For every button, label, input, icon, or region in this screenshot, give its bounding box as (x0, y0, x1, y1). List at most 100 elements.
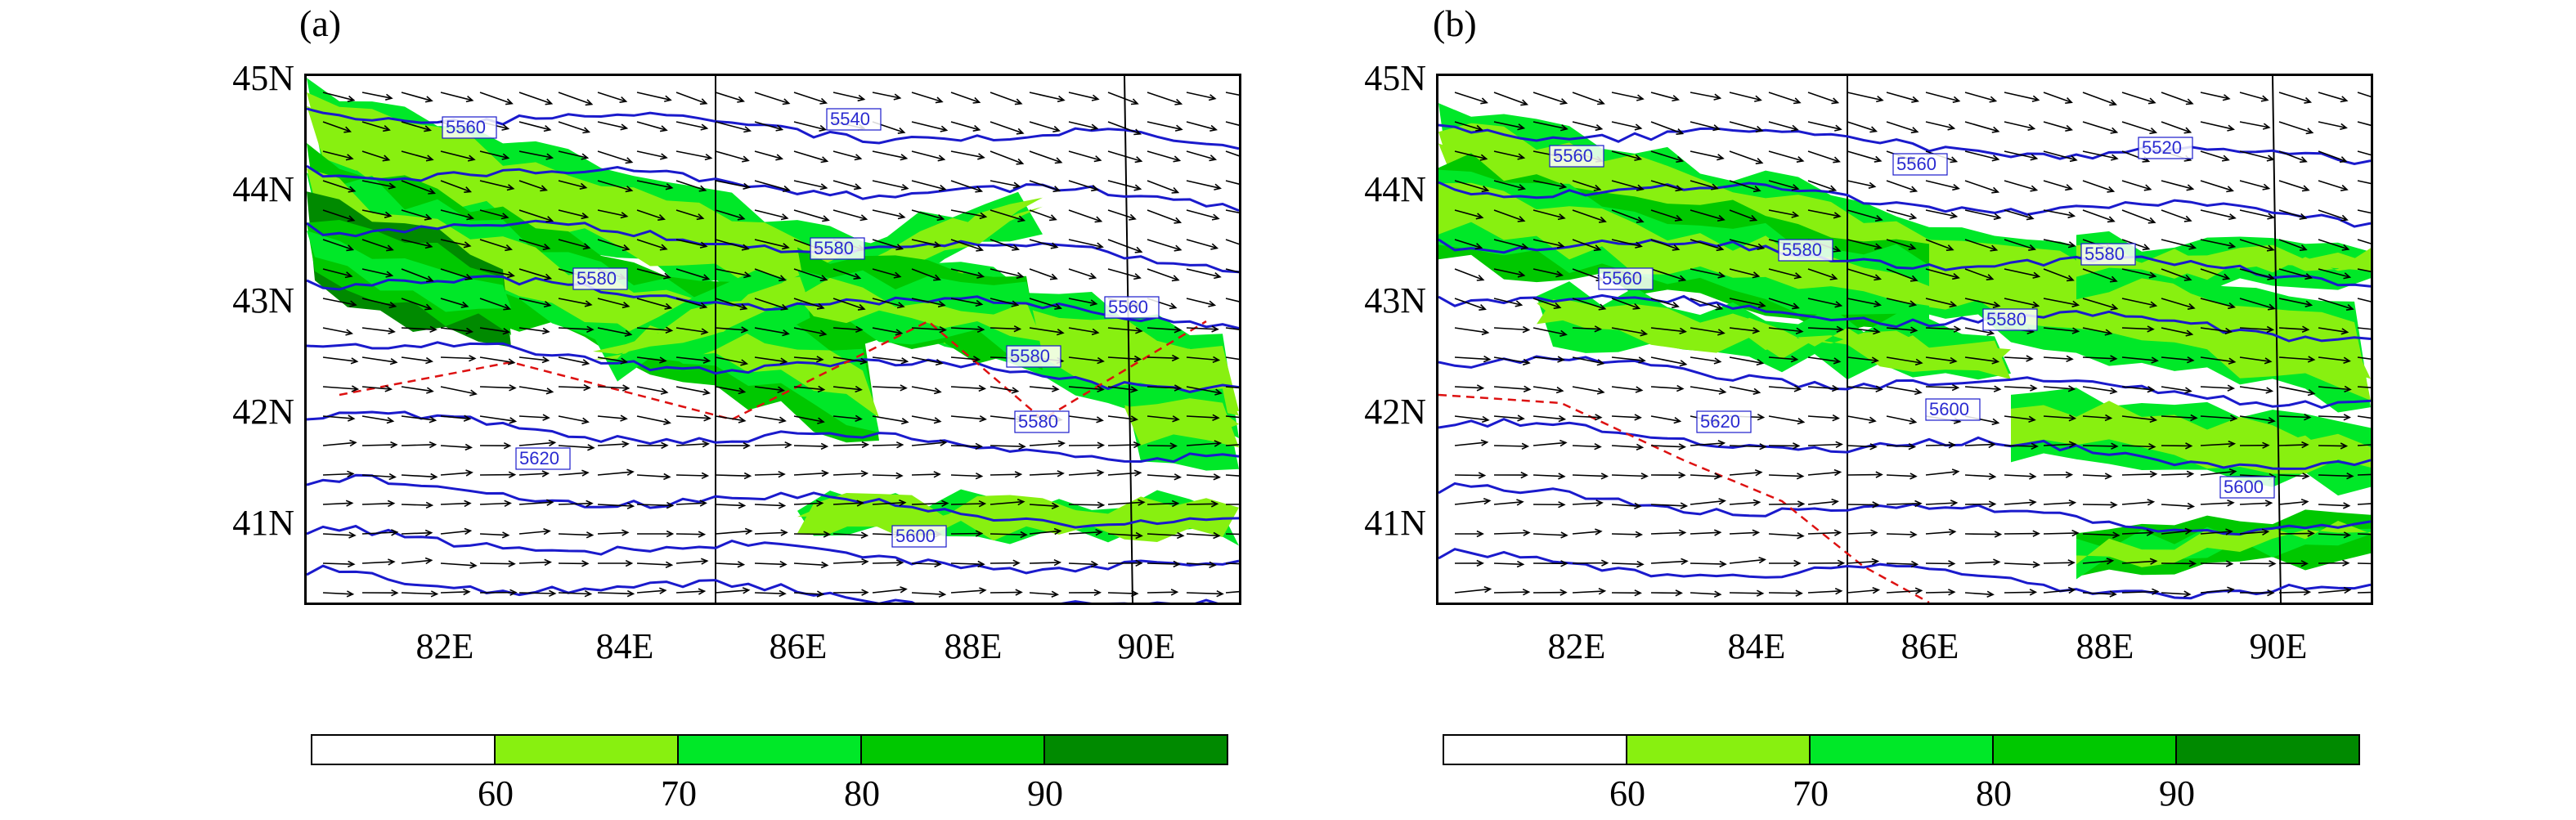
wind-vector-arrow (597, 589, 635, 598)
wind-vector-arrow (518, 386, 554, 395)
contour-label-text: 5580 (577, 268, 617, 289)
map-canvas-a: 5560 5540 5580 5580 5560 5580 5580 5600 5620 (307, 76, 1239, 603)
wind-vector-arrow (832, 385, 863, 393)
wind-vector-arrow (1572, 121, 1604, 132)
wind-vector-arrow (872, 415, 909, 425)
wind-vector-arrow (1454, 472, 1487, 479)
wind-vector-arrow (1186, 121, 1218, 132)
wind-vector-arrow (1611, 414, 1642, 421)
wind-vector-arrow (675, 92, 708, 105)
wind-vector-arrow (2043, 298, 2080, 307)
wind-vector-arrow (2278, 180, 2310, 192)
wind-vector-arrow (793, 327, 828, 337)
wind-vector-arrow (440, 443, 473, 451)
wind-vector-arrow (1533, 531, 1568, 539)
wind-vector-arrow (1493, 414, 1525, 422)
wind-vector-arrow (401, 473, 438, 481)
wind-vector-arrow (1186, 150, 1218, 162)
wind-vector-arrow (950, 209, 988, 220)
wind-vector-arrow (1147, 560, 1181, 568)
contour-label-text: 5620 (1700, 411, 1740, 432)
wind-vector-arrow (872, 268, 902, 279)
wind-vector-arrow (832, 150, 863, 161)
wind-vector-arrow (479, 589, 518, 596)
wind-vector-arrow (1886, 239, 1917, 250)
wind-vector-arrow (2278, 498, 2309, 506)
wind-vector-arrow (1690, 209, 1726, 222)
wind-vector-arrow (715, 326, 749, 334)
wind-vector-arrow (1454, 327, 1490, 336)
wind-vector-arrow (1964, 209, 2002, 221)
wind-vector-arrow (2318, 586, 2352, 594)
wind-vector-arrow (1886, 92, 1919, 103)
wind-vector-arrow (2239, 441, 2270, 449)
wind-vector-arrow (2278, 413, 2312, 421)
wind-vector-arrow (675, 150, 713, 161)
wind-vector-arrow (1493, 239, 1529, 250)
wind-vector-arrow (793, 561, 829, 569)
wind-vector-arrow (1847, 501, 1880, 509)
wind-vector-arrow (1611, 386, 1644, 393)
wind-vector-arrow (793, 92, 828, 105)
wind-vector-arrow (1611, 327, 1649, 337)
colorbar-segment (1045, 736, 1227, 764)
wind-vector-arrow (2004, 121, 2036, 131)
wind-vector-arrow (1186, 386, 1223, 396)
wind-vector-arrow (1029, 209, 1057, 222)
wind-vector-arrow (1768, 500, 1806, 508)
wind-vector-arrow (2082, 414, 2113, 422)
wind-vector-arrow (911, 500, 949, 508)
wind-vector-arrow (872, 472, 904, 480)
wind-vector-arrow (2278, 209, 2308, 220)
wind-vector-arrow (479, 384, 517, 392)
wind-vector-arrow (479, 356, 516, 365)
wind-vector-arrow (911, 209, 945, 222)
wind-vector-arrow (1493, 442, 1530, 450)
lon-label-84e: 84E (595, 626, 654, 666)
wind-vector-arrow (1147, 384, 1183, 392)
wind-vector-arrow (1847, 150, 1883, 163)
wind-vector-arrow (990, 386, 1020, 394)
wind-vector-arrow (322, 414, 356, 422)
wind-vector-arrow (1533, 209, 1566, 221)
wind-vector-arrow (754, 529, 788, 536)
wind-vector-arrow (793, 298, 825, 310)
wind-vector-arrow (2239, 500, 2273, 507)
wind-vector-arrow (1847, 385, 1883, 392)
wind-vector-arrow (2200, 356, 2237, 365)
wind-vector-arrow (2200, 440, 2237, 448)
wind-vector-arrow (1068, 501, 1106, 509)
wind-vector-arrow (1186, 356, 1221, 364)
wind-vector-arrow (1886, 500, 1923, 508)
wind-vector-arrow (2357, 180, 2371, 185)
wind-vector-arrow (1107, 209, 1137, 221)
wind-vector-arrow (832, 500, 864, 507)
lat-label-41n: 41N (232, 503, 294, 543)
wind-vector-arrow (2200, 298, 2236, 310)
wind-vector-arrow (2239, 298, 2276, 311)
wind-vector-arrow (401, 239, 433, 249)
wind-vector-arrow (1147, 209, 1183, 224)
wind-vector-arrow (558, 589, 593, 598)
wind-vector-arrow (1147, 150, 1182, 163)
wind-vector-arrow (2357, 121, 2371, 127)
wind-vector-arrow (2200, 586, 2235, 594)
wind-vector-arrow (754, 415, 787, 423)
wind-vector-arrow (1729, 150, 1764, 164)
wind-vector-arrow (2318, 92, 2349, 103)
wind-vector-arrow (754, 589, 787, 598)
wind-vector-arrow (675, 386, 711, 396)
wind-vector-arrow (2082, 558, 2115, 565)
wind-vector-arrow (754, 268, 787, 282)
wind-vector-arrow (2318, 414, 2352, 421)
wind-vector-arrow (1611, 502, 1642, 510)
wind-vector-arrow (440, 500, 472, 508)
wind-vector-arrow (2318, 385, 2352, 393)
wind-vector-arrow (479, 471, 517, 478)
wind-vector-arrow (440, 150, 476, 162)
wind-vector-arrow (1690, 239, 1725, 252)
wind-vector-arrow (754, 239, 790, 250)
wind-vector-arrow (2121, 588, 2160, 595)
wind-vector-arrow (754, 356, 788, 365)
wind-vector-arrow (2121, 180, 2152, 191)
